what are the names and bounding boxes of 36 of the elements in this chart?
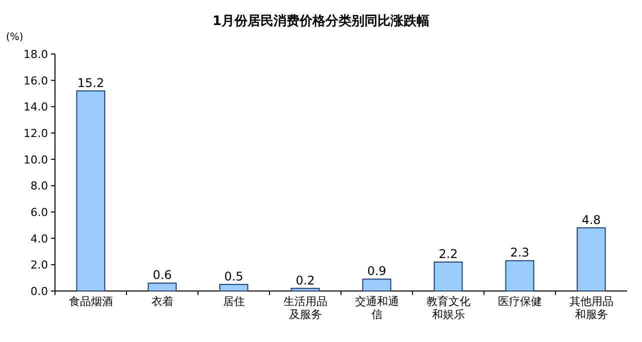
bar [362,278,392,292]
x-tick-label: 医疗保健 [496,295,543,308]
y-tick-label: 12.0 [24,127,48,140]
y-tick-label: 18.0 [24,48,48,61]
bar [290,288,320,292]
y-tick-label: 0.0 [30,285,48,298]
y-axis-title: (%) [6,32,24,43]
bar [76,90,106,292]
data-label: 2.3 [510,246,530,260]
x-tick-label: 交通和通信 [354,295,400,321]
data-label: 0.5 [224,269,244,284]
data-label: 0.2 [296,273,315,288]
data-label: 4.8 [582,212,601,227]
x-tick-label: 生活用品及服务 [282,295,328,321]
data-label: 0.6 [152,268,172,282]
y-tick-label: 2.0 [30,258,48,272]
chart-title: 1月份居民消费价格分类别同比涨跌幅 [212,14,430,29]
y-tick-label: 10.0 [24,153,48,166]
data-label: 15.2 [77,76,104,90]
x-tick-label: 教育文化和娱乐 [425,295,472,321]
y-tick-label: 6.0 [30,206,48,219]
data-label: 2.2 [438,247,458,262]
y-tick-label: 14.0 [24,100,48,114]
y-tick-label: 16.0 [24,74,48,88]
data-label: 0.9 [367,264,386,278]
y-tick-label: 8.0 [30,180,48,193]
bar [434,262,463,292]
x-tick-label: 居住 [222,295,246,308]
bar [576,227,606,292]
bar [219,284,248,292]
x-tick-label: 其他用品和服务 [568,295,614,321]
bar [148,282,177,292]
y-tick-label: 4.0 [30,232,48,246]
bar [505,260,534,292]
x-tick-label: 衣着 [150,295,174,308]
x-tick-label: 食品烟酒 [68,295,114,308]
